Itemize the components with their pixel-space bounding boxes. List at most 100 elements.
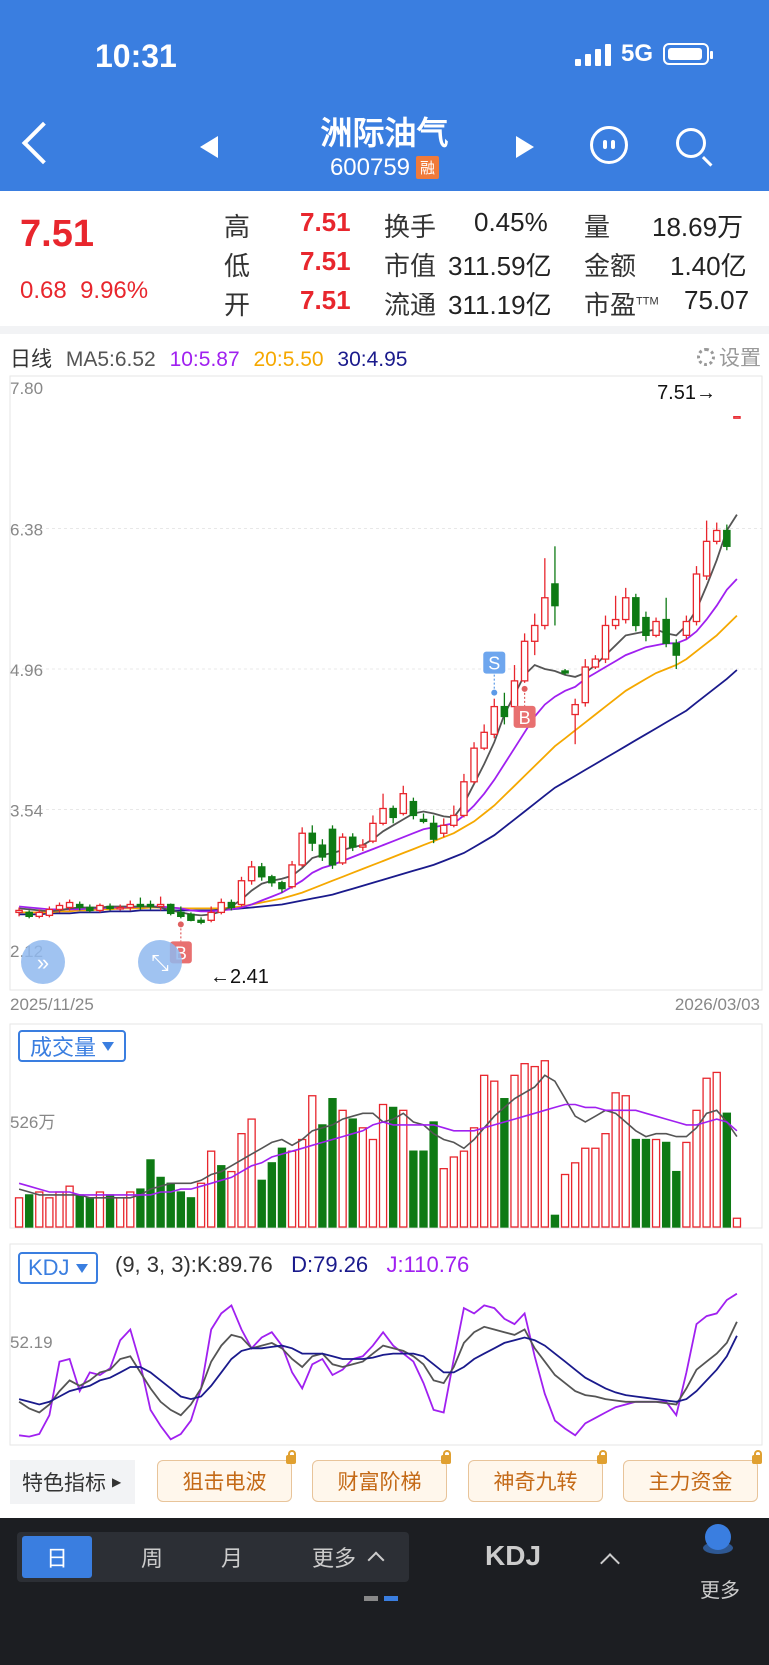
volume-bar (287, 1150, 297, 1228)
section-divider (0, 326, 769, 334)
candle (712, 522, 721, 545)
period-day-tab[interactable]: 日 (22, 1536, 92, 1578)
prev-stock-icon[interactable] (200, 136, 218, 158)
open-value: 7.51 (300, 285, 351, 315)
next-stock-icon[interactable] (516, 136, 534, 158)
candle (106, 903, 114, 911)
indicator-label: 神奇九转 (493, 1471, 578, 1494)
candle (227, 899, 236, 911)
volume-bar (196, 1182, 206, 1228)
more-avatar-icon[interactable] (703, 1524, 733, 1554)
chevron-up-icon (367, 1551, 385, 1569)
search-icon[interactable] (676, 128, 706, 158)
sell-signal-badge[interactable]: S (483, 651, 506, 696)
kdj-d-line (18, 1335, 738, 1406)
candle (65, 899, 74, 911)
feature-indicators-toggle[interactable]: 特色指标 ▶ (10, 1460, 136, 1504)
candle (409, 797, 418, 820)
settings-label: 设置 (719, 347, 761, 370)
candle (662, 597, 670, 648)
candle (450, 805, 458, 828)
robot-assistant-icon[interactable] (590, 126, 628, 164)
candle (692, 566, 701, 626)
candle (318, 839, 327, 861)
volume-bar (156, 1176, 165, 1228)
volume-label: 量 (584, 212, 611, 242)
volume-bar (702, 1077, 711, 1228)
volume-bar (378, 1103, 388, 1228)
settings-button[interactable]: 设置 (697, 342, 761, 372)
candlestick-chart[interactable]: 7.806.384.963.542.12 BSB 7.51→ ←2.41 202… (0, 372, 769, 1012)
kdj-k-line (18, 1321, 738, 1417)
candle (217, 898, 226, 915)
kdj-values: (9, 3, 3):K:89.76 D:79.26 J:110.76 (115, 1252, 469, 1278)
volume-bar (166, 1182, 175, 1228)
candle (642, 611, 650, 642)
volume-indicator-select[interactable]: 成交量 (18, 1030, 127, 1062)
y-tick-label: 7.80 (10, 379, 43, 398)
volume-bar (247, 1118, 256, 1228)
buy-signal-badge[interactable]: B (513, 685, 536, 728)
volume-bar (419, 1150, 428, 1228)
volume-bar (540, 1060, 550, 1228)
volume-bar (388, 1106, 398, 1228)
volume-bar (510, 1074, 519, 1228)
indicator-magic-nine-button[interactable]: 神奇九转 (468, 1450, 607, 1502)
candle (530, 613, 539, 656)
quote-panel: 7.51 0.68 9.96% 高 7.51 低 7.51 开 7.51 换手 … (0, 191, 769, 326)
volume-bar (469, 1127, 479, 1228)
volume-bar (257, 1179, 266, 1228)
page-dot (364, 1596, 378, 1601)
indicator-wealth-ladder-button[interactable]: 财富阶梯 (312, 1450, 451, 1502)
mktcap-label: 市值 (384, 251, 437, 281)
candle (632, 593, 640, 632)
mktcap-value: 311.59亿 (448, 251, 552, 281)
volume-bar (550, 1214, 560, 1228)
volume-bar (85, 1197, 95, 1228)
volume-bar (661, 1141, 671, 1228)
fullscreen-icon[interactable] (138, 940, 182, 984)
period-more-tab[interactable]: 更多 (292, 1532, 402, 1582)
candle (75, 901, 84, 911)
indicator-label: 狙击电波 (182, 1471, 267, 1494)
volume-bar (611, 1092, 620, 1228)
candle (55, 902, 64, 913)
kdj-indicator-select[interactable]: KDJ (18, 1252, 98, 1284)
period-month-tab[interactable]: 月 (220, 1546, 243, 1571)
volume-bar (530, 1065, 539, 1228)
volume-chart[interactable]: 526万 (0, 1022, 769, 1230)
ma-legend[interactable]: 日线 MA5:6.52 10:5.87 20:5.50 30:4.95 (10, 343, 416, 373)
candle (723, 524, 731, 551)
indicator-tab[interactable]: KDJ (485, 1540, 542, 1571)
volume-bar (358, 1127, 368, 1228)
more-label[interactable]: 更多 (700, 1580, 740, 1602)
indicator-main-funds-button[interactable]: 主力资金 (623, 1450, 762, 1502)
stock-code-row: 600759 融 (0, 154, 769, 182)
candle (470, 742, 478, 784)
bottom-toolbar: 日 周 月 更多 KDJ 更多 (0, 1518, 769, 1665)
candle (268, 874, 276, 887)
volume-bar (732, 1217, 742, 1228)
turnover-label: 换手 (384, 212, 437, 242)
indicator-sniper-wave-button[interactable]: 狙击电波 (157, 1450, 296, 1502)
ma5-line (19, 514, 738, 917)
volume-bar (439, 1168, 448, 1228)
candle (328, 825, 337, 869)
candle (419, 813, 428, 824)
volume-bar (368, 1138, 378, 1228)
kdj-j-text: J:110.76 (386, 1252, 470, 1277)
candle (338, 833, 347, 865)
expand-left-icon[interactable] (21, 940, 65, 984)
kdj-chart[interactable]: 52.19 (0, 1242, 769, 1447)
status-indicators: 5G (574, 40, 713, 68)
y-tick-label: 6.38 (10, 521, 43, 540)
ma30-line (19, 669, 738, 916)
chevron-up-icon[interactable] (600, 1553, 620, 1573)
amount-label: 金额 (584, 251, 637, 281)
period-week-tab[interactable]: 周 (140, 1546, 163, 1571)
candle (348, 833, 357, 852)
volume-bar (651, 1138, 661, 1228)
candle (369, 815, 377, 844)
candle (520, 633, 529, 683)
last-price: 7.51 (20, 213, 94, 255)
